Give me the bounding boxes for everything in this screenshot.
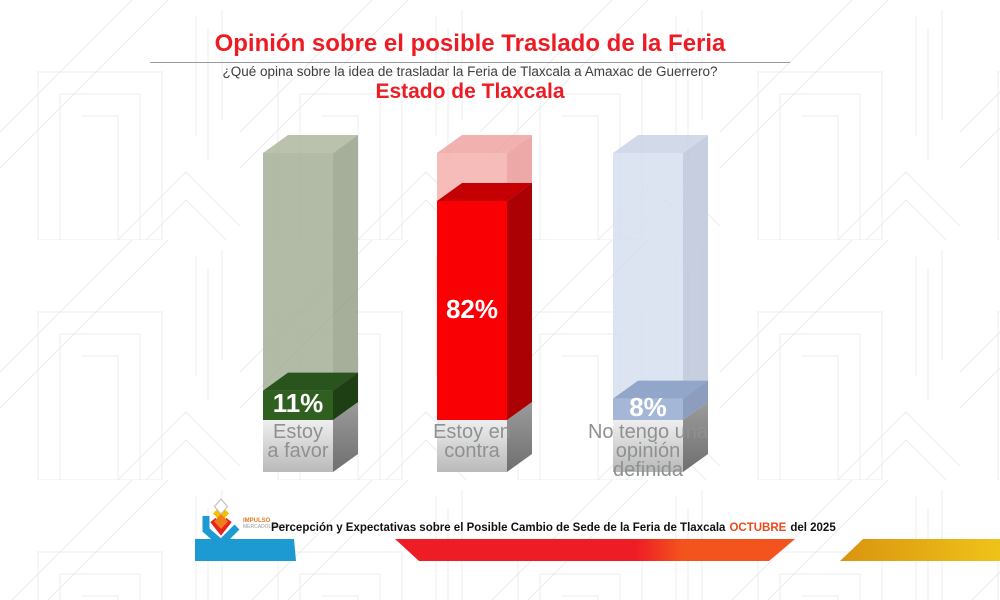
- bar-chart: [263, 135, 708, 472]
- footer-caption: Percepción y Expectativas sobre el Posib…: [271, 521, 836, 535]
- pedestal-side: [683, 402, 708, 472]
- value-bar-top: [263, 372, 358, 391]
- ghost-bar-side: [683, 135, 708, 420]
- ghost-bar-top: [613, 135, 708, 153]
- value-bar-side: [683, 380, 708, 420]
- logo-wordmark-line1: IMPULSO: [243, 518, 271, 524]
- footer-caption-text: Percepción y Expectativas sobre el Posib…: [271, 522, 726, 534]
- pedestal-front: [263, 420, 333, 472]
- value-bar-front: [437, 201, 507, 420]
- value-bar-side: [333, 372, 358, 420]
- logo-blue-check-icon: [202, 516, 240, 548]
- value-bar-top: [613, 380, 708, 399]
- pedestal-side: [333, 402, 358, 472]
- pedestal-front: [613, 420, 683, 472]
- page-subtitle: ¿Qué opina sobre la idea de trasladar la…: [222, 64, 718, 79]
- logo-red-chevron-icon: [210, 517, 232, 536]
- footer-strip-red: [395, 539, 795, 561]
- logo-wordmark-line2: MERCADOLÓGICO: [243, 524, 289, 530]
- category-label: Estoy a favor: [267, 421, 329, 462]
- value-bar-front: [613, 398, 683, 420]
- region-title: Estado de Tlaxcala: [375, 80, 565, 103]
- footer-caption-year: del 2025: [790, 522, 836, 534]
- percent-label: 8%: [629, 392, 667, 423]
- value-bar-top: [437, 183, 532, 202]
- impulso-mercadologico-logo: [202, 498, 240, 548]
- ghost-bar-top: [263, 135, 358, 153]
- value-bar-side: [507, 183, 532, 420]
- percent-label: 82%: [445, 293, 499, 324]
- percent-label: 11%: [272, 388, 324, 419]
- footer-caption-month: OCTUBRE: [729, 522, 787, 534]
- logo-outline-diamond-icon: [213, 498, 229, 515]
- footer-strip-gold: [840, 539, 1000, 561]
- ghost-bar-front: [263, 153, 333, 420]
- ghost-bar-front: [613, 153, 683, 420]
- title-divider: [150, 62, 790, 63]
- logo-orange-diamond-icon: [214, 514, 228, 529]
- pedestal-side: [507, 402, 532, 472]
- ghost-bar-top: [437, 135, 532, 153]
- value-bar-front: [263, 390, 333, 420]
- page-title: Opinión sobre el posible Traslado de la …: [214, 30, 726, 57]
- category-label: Estoy en contra: [433, 421, 511, 462]
- category-label: No tengo una opinión definida: [587, 421, 709, 481]
- ghost-bar-side: [333, 135, 358, 420]
- pedestal-front: [437, 420, 507, 472]
